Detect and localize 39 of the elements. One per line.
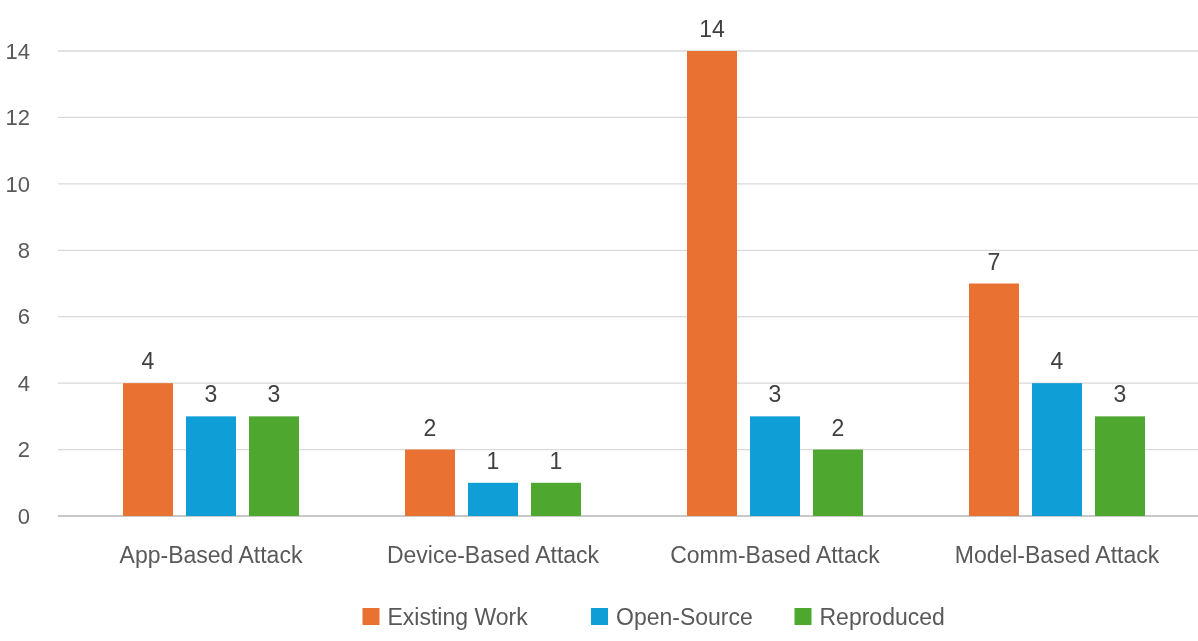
bar — [186, 416, 236, 516]
bar — [687, 51, 737, 516]
bar — [1032, 383, 1082, 516]
data-label: 1 — [549, 447, 563, 474]
bar — [969, 283, 1019, 516]
y-tick-label: 10 — [5, 171, 30, 197]
x-tick-label: App-Based Attack — [119, 542, 303, 568]
data-label: 3 — [1113, 381, 1127, 408]
y-tick-label: 0 — [17, 503, 30, 529]
x-tick-label: Comm-Based Attack — [670, 542, 881, 568]
bar — [750, 416, 800, 516]
x-tick-label: Model-Based Attack — [954, 542, 1160, 568]
bar — [405, 449, 455, 516]
y-tick-label: 2 — [17, 437, 30, 463]
bar — [249, 416, 299, 516]
y-tick-label: 6 — [17, 304, 30, 330]
data-label: 4 — [141, 348, 155, 375]
legend-label: Open-Source — [616, 604, 753, 630]
bar — [468, 482, 518, 516]
data-label: 3 — [204, 381, 218, 408]
y-tick-label: 14 — [5, 38, 30, 64]
data-label: 3 — [267, 381, 281, 408]
y-tick-label: 8 — [17, 237, 30, 263]
bar — [123, 383, 173, 516]
data-label: 3 — [768, 381, 782, 408]
data-label: 2 — [423, 414, 437, 441]
data-label: 14 — [699, 16, 725, 42]
y-tick-label: 4 — [17, 370, 30, 396]
bar — [1095, 416, 1145, 516]
data-label: 1 — [486, 447, 500, 474]
data-label: 4 — [1050, 348, 1064, 375]
legend-label: Existing Work — [387, 604, 529, 630]
y-tick-label: 12 — [5, 105, 30, 131]
data-label: 2 — [831, 414, 845, 441]
data-label: 7 — [987, 248, 1001, 275]
x-tick-label: Device-Based Attack — [386, 542, 600, 568]
bar — [813, 449, 863, 516]
legend-label: Reproduced — [819, 604, 945, 630]
bar — [531, 482, 581, 516]
